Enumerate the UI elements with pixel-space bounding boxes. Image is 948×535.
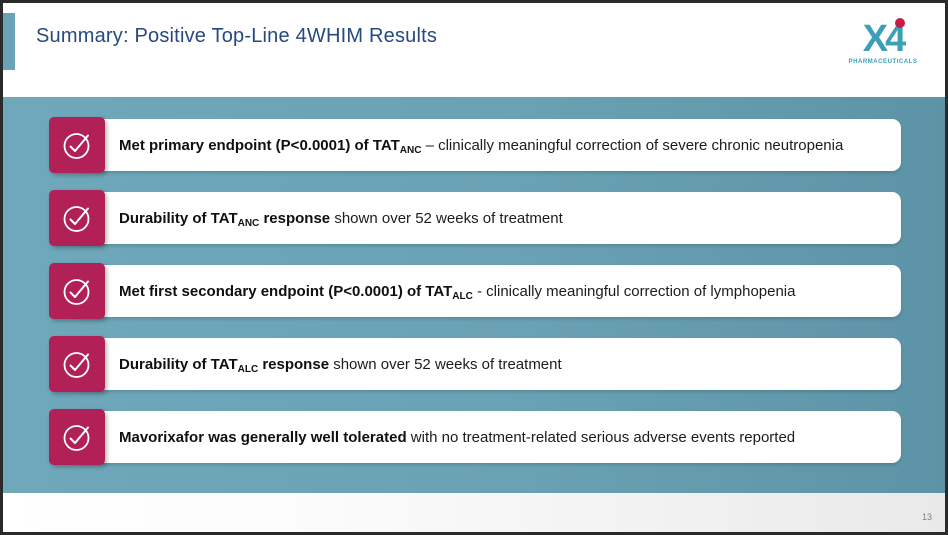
result-text: Mavorixafor was generally well tolerated…: [119, 429, 795, 446]
result-row: Met first secondary endpoint (P<0.0001) …: [47, 263, 901, 319]
result-text-bold: Durability of TAT: [119, 355, 238, 373]
check-circle-icon: [49, 190, 105, 246]
result-card: Met first secondary endpoint (P<0.0001) …: [73, 265, 901, 317]
x4-pharmaceuticals-logo: X4 PHARMACEUTICALS: [848, 18, 918, 65]
result-text-regular: - clinically meaningful correction of ly…: [472, 282, 796, 300]
result-card: Durability of TATALC response shown over…: [73, 338, 901, 390]
result-row: Durability of TATANC response shown over…: [47, 190, 901, 246]
slide-header: Summary: Positive Top-Line 4WHIM Results…: [3, 3, 945, 97]
result-text-bold-after: response: [258, 355, 330, 373]
slide-footer: 13: [3, 493, 945, 532]
result-card: Mavorixafor was generally well tolerated…: [73, 411, 901, 463]
result-text-bold: Met first secondary endpoint (P<0.0001) …: [119, 282, 453, 300]
check-circle-glyph: [63, 279, 90, 305]
logo-wordmark: PHARMACEUTICALS: [848, 59, 918, 65]
result-text-subscript: ALC: [237, 363, 259, 375]
result-card: Met primary endpoint (P<0.0001) of TATAN…: [73, 119, 901, 171]
result-card: Durability of TATANC response shown over…: [73, 192, 901, 244]
accent-bar: [3, 13, 15, 70]
result-row: Met primary endpoint (P<0.0001) of TATAN…: [47, 117, 901, 173]
logo-dot-icon: [895, 18, 906, 28]
result-row: Durability of TATALC response shown over…: [47, 336, 901, 392]
result-text-subscript: ANC: [399, 144, 422, 156]
check-circle-icon: [49, 336, 105, 392]
check-circle-icon: [49, 409, 105, 465]
check-circle-glyph: [63, 133, 90, 159]
result-text-bold-after: response: [259, 209, 331, 227]
result-text-subscript: ANC: [237, 217, 260, 229]
content-band: Met primary endpoint (P<0.0001) of TATAN…: [3, 97, 945, 493]
result-text-bold: Durability of TAT: [119, 209, 238, 227]
result-text: Durability of TATALC response shown over…: [119, 355, 562, 375]
results-list: Met primary endpoint (P<0.0001) of TATAN…: [47, 117, 901, 482]
check-circle-glyph: [63, 206, 90, 232]
result-text-regular: shown over 52 weeks of treatment: [329, 355, 562, 373]
page-title: Summary: Positive Top-Line 4WHIM Results: [36, 25, 438, 47]
check-circle-glyph: [63, 352, 90, 378]
check-circle-icon: [49, 263, 105, 319]
check-circle-glyph: [63, 425, 90, 451]
result-text-bold: Mavorixafor was generally well tolerated: [119, 428, 407, 446]
result-text-regular: with no treatment-related serious advers…: [406, 428, 796, 446]
result-text-bold: Met primary endpoint (P<0.0001) of TAT: [119, 136, 400, 154]
result-text-regular: shown over 52 weeks of treatment: [330, 209, 563, 227]
result-text-regular: – clinically meaningful correction of se…: [421, 136, 844, 154]
result-text: Met primary endpoint (P<0.0001) of TATAN…: [119, 136, 844, 156]
result-row: Mavorixafor was generally well tolerated…: [47, 409, 901, 465]
result-text: Met first secondary endpoint (P<0.0001) …: [119, 282, 796, 302]
check-circle-icon: [49, 117, 105, 173]
page-number: 13: [921, 512, 932, 522]
result-text-subscript: ALC: [452, 290, 473, 302]
result-text: Durability of TATANC response shown over…: [119, 209, 563, 229]
logo-brand: X4: [863, 18, 906, 58]
